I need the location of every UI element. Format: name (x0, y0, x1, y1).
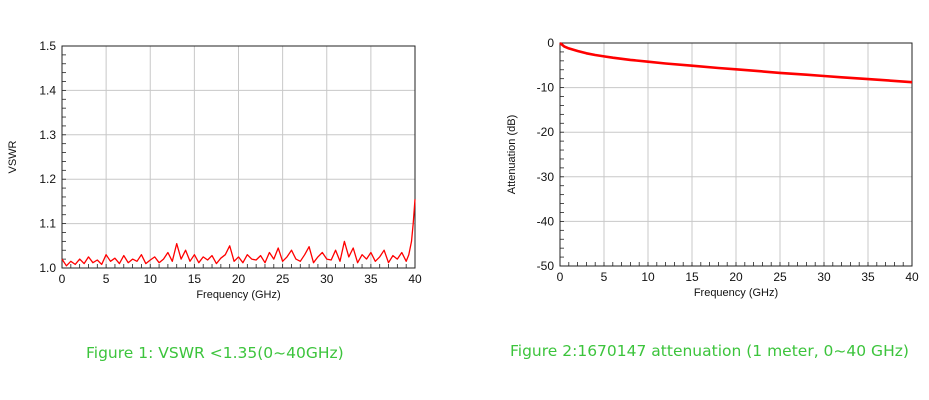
x-tick-label: 15 (188, 272, 202, 286)
y-tick-label: -40 (537, 214, 555, 228)
x-tick-label: 30 (817, 270, 831, 284)
y-axis-label: Attenuation (dB) (506, 115, 518, 195)
y-tick-label: 1.1 (39, 217, 56, 231)
x-tick-label: 25 (773, 270, 787, 284)
x-tick-label: 20 (729, 270, 743, 284)
x-tick-label: 30 (320, 272, 334, 286)
x-tick-label: 0 (557, 270, 564, 284)
x-tick-label: 10 (144, 272, 158, 286)
x-tick-label: 40 (408, 272, 422, 286)
x-tick-label: 35 (364, 272, 378, 286)
y-tick-label: -50 (537, 259, 555, 273)
y-tick-label: 1.3 (39, 128, 56, 142)
y-tick-label: 0 (547, 36, 554, 50)
series-line (559, 41, 913, 84)
attenuation-chart: 0 5 10 15 20 25 30 35 40 0 -10 -20 -30 -40 -50 Frequenc… (506, 36, 919, 299)
series-line (61, 199, 416, 267)
x-axis-label: Frequency (GHz) (694, 287, 778, 299)
y-tick-label: 1.4 (39, 83, 56, 97)
figure-1-caption: Figure 1: VSWR <1.35(0~40GHz) (86, 344, 344, 362)
y-axis-label: VSWR (7, 140, 19, 173)
y-tick-label: -10 (537, 81, 555, 95)
x-tick-label: 25 (276, 272, 290, 286)
y-tick-label: 1.2 (39, 172, 56, 186)
y-tick-label: -30 (537, 170, 555, 184)
vswr-chart: 0 5 10 15 20 25 30 35 40 1.0 1.1 1.2 1.3 1.4 1.5 Freque… (7, 39, 422, 301)
x-tick-label: 10 (641, 270, 655, 284)
figure-2-caption: Figure 2:1670147 attenuation (1 meter, 0… (510, 342, 909, 360)
x-tick-label: 20 (232, 272, 246, 286)
x-tick-label: 15 (685, 270, 699, 284)
x-tick-label: 5 (601, 270, 608, 284)
y-tick-label: -20 (537, 125, 555, 139)
x-tick-label: 5 (103, 272, 110, 286)
x-tick-label: 0 (59, 272, 66, 286)
y-tick-label: 1.5 (39, 39, 56, 53)
x-axis-label: Frequency (GHz) (196, 289, 280, 301)
x-tick-label: 40 (905, 270, 919, 284)
x-tick-label: 35 (861, 270, 875, 284)
y-tick-label: 1.0 (39, 261, 56, 275)
